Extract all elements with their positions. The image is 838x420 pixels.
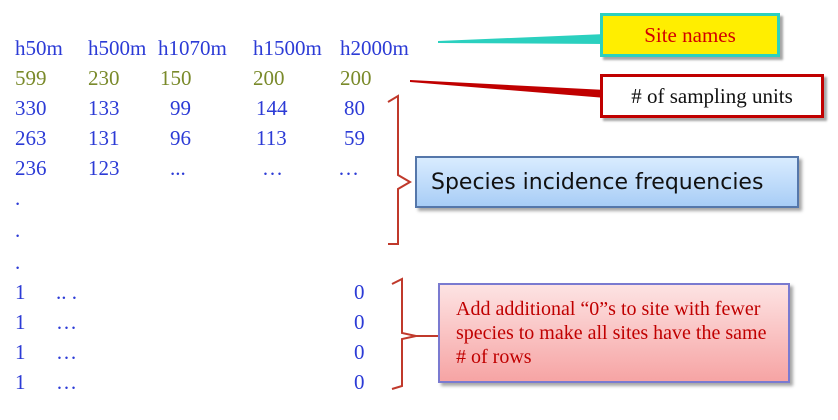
site-names-pointer: [438, 34, 606, 44]
tail-row1-zero: 0: [354, 280, 365, 304]
tail-row1-mid: .. .: [56, 280, 77, 304]
ellipsis-dot: .: [15, 250, 21, 274]
sampling-units-pointer: [410, 80, 606, 98]
ellipsis-dot: .: [15, 186, 21, 210]
tail-row2-first: 1: [15, 310, 26, 334]
freq-row1-col5: 80: [344, 96, 365, 120]
freq-row3-col4: …: [262, 156, 283, 180]
freq-row2-col3: 96: [170, 126, 191, 150]
freq-row1-col4: 144: [256, 96, 288, 120]
tail-row3-first: 1: [15, 340, 26, 364]
freq-row3-col2: 123: [88, 156, 120, 180]
freq-row1-col3: 99: [170, 96, 191, 120]
tail-row4-first: 1: [15, 370, 26, 394]
sampling-units-h50m: 599: [15, 66, 47, 90]
tail-row4-zero: 0: [354, 370, 365, 394]
sampling-units-h1500m: 200: [253, 66, 285, 90]
freq-row2-col2: 131: [88, 126, 120, 150]
tail-row2-mid: …: [56, 310, 77, 334]
site-name-h1500m: h1500m: [253, 36, 322, 60]
freq-row2-col5: 59: [344, 126, 365, 150]
site-name-h500m: h500m: [88, 36, 147, 60]
sampling-units-h2000m: 200: [340, 66, 372, 90]
freq-row1-col2: 133: [88, 96, 120, 120]
site-name-h2000m: h2000m: [340, 36, 409, 60]
site-name-h50m: h50m: [15, 36, 63, 60]
tail-row3-zero: 0: [354, 340, 365, 364]
zeros-bracket: [391, 277, 417, 390]
tail-row4-mid: …: [56, 370, 77, 394]
freq-row3-col3: ...: [170, 156, 186, 180]
tail-row1-first: 1: [15, 280, 26, 304]
freq-row2-col4: 113: [256, 126, 287, 150]
sampling-units-h500m: 230: [88, 66, 120, 90]
freq-row1-col1: 330: [15, 96, 47, 120]
freq-row3-col1: 236: [15, 156, 47, 180]
freq-row2-col1: 263: [15, 126, 47, 150]
tail-row3-mid: …: [56, 340, 77, 364]
freq-row3-col5: …: [338, 156, 359, 180]
site-names-callout: Site names: [600, 13, 780, 57]
incidence-frequencies-callout: Species incidence frequencies: [415, 156, 799, 208]
ellipsis-dot: .: [15, 218, 21, 242]
sampling-units-h1070m: 150: [160, 66, 192, 90]
sampling-units-callout: # of sampling units: [600, 74, 824, 118]
incidence-bracket: [387, 94, 412, 245]
site-name-h1070m: h1070m: [158, 36, 227, 60]
tail-row2-zero: 0: [354, 310, 365, 334]
add-zeros-callout: Add additional “0”s to site with fewer s…: [438, 283, 790, 383]
